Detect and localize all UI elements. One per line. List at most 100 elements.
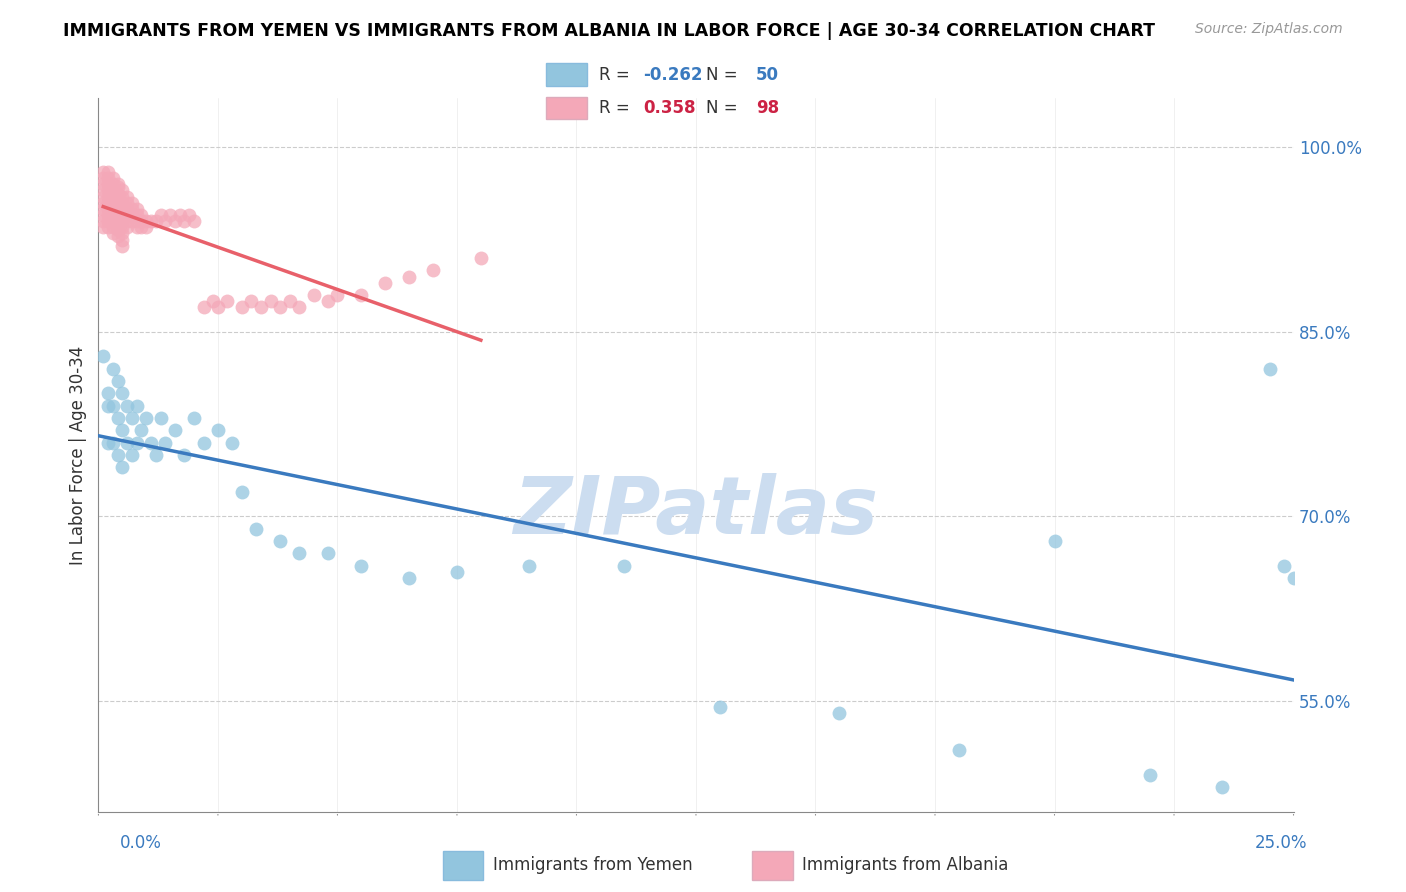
Point <box>173 448 195 462</box>
Point <box>269 300 291 314</box>
Point <box>828 706 851 721</box>
Point <box>115 202 138 216</box>
Point <box>125 220 148 235</box>
Point <box>163 423 186 437</box>
Point <box>288 300 311 314</box>
Point <box>316 546 339 560</box>
Point <box>111 208 134 222</box>
Point <box>101 208 124 222</box>
Point <box>139 435 162 450</box>
Point <box>350 288 373 302</box>
Point <box>125 208 148 222</box>
Point <box>422 263 444 277</box>
Point <box>183 214 205 228</box>
Point <box>107 211 129 225</box>
Text: R =: R = <box>599 99 636 117</box>
Point <box>101 183 124 197</box>
Point <box>163 214 186 228</box>
Point <box>326 288 349 302</box>
Point <box>107 374 129 388</box>
Point <box>470 251 492 265</box>
Point <box>111 195 134 210</box>
Point <box>250 300 273 314</box>
Point <box>101 399 124 413</box>
Point <box>101 195 124 210</box>
Point <box>139 214 162 228</box>
Point <box>97 183 120 197</box>
Point <box>115 220 138 235</box>
Point <box>115 208 138 222</box>
Point <box>91 183 114 197</box>
Point <box>135 214 157 228</box>
Point <box>107 217 129 231</box>
Point <box>97 165 120 179</box>
Point <box>398 571 420 585</box>
Point <box>91 208 114 222</box>
Point <box>145 214 167 228</box>
Text: 25.0%: 25.0% <box>1256 834 1308 852</box>
Point <box>111 423 134 437</box>
Point <box>149 208 172 222</box>
Point <box>91 350 114 364</box>
Point <box>207 300 229 314</box>
Point <box>145 448 167 462</box>
Point <box>207 423 229 437</box>
Point <box>91 189 114 203</box>
Point <box>131 423 153 437</box>
Point <box>97 202 120 216</box>
Point <box>121 195 143 210</box>
Point <box>350 558 373 573</box>
Point <box>107 204 129 219</box>
Point <box>183 411 205 425</box>
Point <box>91 178 114 192</box>
Point <box>135 411 157 425</box>
Point <box>125 214 148 228</box>
Text: 0.358: 0.358 <box>644 99 696 117</box>
FancyBboxPatch shape <box>546 63 588 87</box>
Point <box>193 435 215 450</box>
Point <box>91 214 114 228</box>
Point <box>131 220 153 235</box>
FancyBboxPatch shape <box>752 851 793 880</box>
Point <box>111 386 134 401</box>
Text: -0.262: -0.262 <box>644 66 703 84</box>
Point <box>155 435 177 450</box>
Point <box>111 214 134 228</box>
Point <box>135 220 157 235</box>
Point <box>107 228 129 243</box>
Text: Source: ZipAtlas.com: Source: ZipAtlas.com <box>1195 22 1343 37</box>
Point <box>173 214 195 228</box>
Point <box>121 448 143 462</box>
FancyBboxPatch shape <box>443 851 484 880</box>
Point <box>111 183 134 197</box>
Point <box>374 276 396 290</box>
Point <box>97 220 120 235</box>
Text: R =: R = <box>599 66 636 84</box>
Point <box>1139 768 1161 782</box>
Point <box>193 300 215 314</box>
Point <box>302 288 325 302</box>
Point <box>231 300 253 314</box>
Point <box>91 220 114 235</box>
Text: N =: N = <box>706 99 742 117</box>
Point <box>101 220 124 235</box>
Point <box>1282 571 1305 585</box>
Point <box>101 178 124 192</box>
Point <box>159 208 181 222</box>
Point <box>131 214 153 228</box>
Point <box>91 165 114 179</box>
Point <box>97 189 120 203</box>
Text: IMMIGRANTS FROM YEMEN VS IMMIGRANTS FROM ALBANIA IN LABOR FORCE | AGE 30-34 CORR: IMMIGRANTS FROM YEMEN VS IMMIGRANTS FROM… <box>63 22 1156 40</box>
Point <box>107 187 129 202</box>
Text: 0.0%: 0.0% <box>120 834 162 852</box>
Point <box>202 294 225 309</box>
Point <box>101 361 124 376</box>
Point <box>111 239 134 253</box>
Point <box>107 179 129 194</box>
Point <box>131 208 153 222</box>
Point <box>278 294 301 309</box>
Point <box>107 411 129 425</box>
Point <box>221 435 243 450</box>
Point <box>111 220 134 235</box>
FancyBboxPatch shape <box>546 96 588 120</box>
